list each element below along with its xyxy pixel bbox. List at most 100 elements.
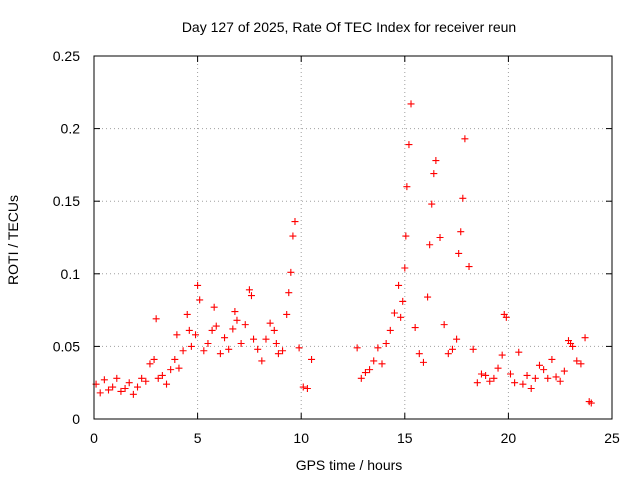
- data-point: [204, 339, 212, 347]
- data-point: [523, 371, 531, 379]
- x-tick-label: 0: [90, 430, 98, 446]
- data-point: [560, 367, 568, 375]
- data-point: [117, 387, 125, 395]
- data-point: [194, 281, 202, 289]
- data-point: [382, 339, 390, 347]
- data-point: [502, 313, 510, 321]
- data-point: [129, 390, 137, 398]
- data-point: [455, 249, 463, 257]
- data-point: [250, 335, 258, 343]
- data-point: [134, 383, 142, 391]
- data-point: [432, 157, 440, 165]
- data-point: [353, 344, 361, 352]
- data-point: [436, 234, 444, 241]
- data-point: [498, 351, 506, 359]
- data-point: [247, 292, 255, 300]
- data-point: [96, 389, 104, 397]
- y-tick-label: 0.15: [53, 193, 80, 209]
- data-point: [225, 345, 233, 353]
- data-point: [274, 350, 282, 358]
- data-point: [448, 345, 456, 353]
- data-point: [100, 376, 108, 384]
- data-point: [515, 348, 523, 356]
- data-point: [121, 385, 129, 393]
- data-point: [266, 319, 274, 327]
- data-point: [192, 331, 200, 339]
- data-point: [171, 355, 179, 363]
- data-point: [109, 383, 117, 391]
- data-point: [403, 183, 411, 191]
- data-point: [138, 374, 146, 382]
- data-point: [237, 339, 245, 347]
- data-point: [577, 360, 585, 368]
- data-point: [405, 141, 413, 149]
- data-point: [535, 361, 543, 369]
- x-tick-label: 25: [604, 430, 620, 446]
- axis-ticks: 0 5 10 15 20 25 0 0.05 0.1 0.15 0.2 0.25: [53, 48, 620, 446]
- data-point: [370, 357, 378, 365]
- data-point: [552, 373, 560, 381]
- y-axis-label: ROTI / TECUs: [5, 195, 21, 285]
- data-point: [390, 309, 398, 317]
- data-point: [459, 194, 467, 202]
- data-point: [399, 297, 407, 305]
- data-point: [473, 379, 481, 387]
- y-tick-label: 0.05: [53, 338, 80, 354]
- data-point: [424, 293, 432, 301]
- data-point: [308, 355, 316, 363]
- data-point: [587, 399, 595, 407]
- data-point: [185, 326, 193, 334]
- data-point: [407, 100, 415, 108]
- data-point: [105, 386, 113, 394]
- data-point: [511, 379, 519, 387]
- data-point: [519, 380, 527, 388]
- data-point: [581, 334, 589, 342]
- y-tick-label: 0.1: [61, 266, 81, 282]
- x-tick-label: 5: [194, 430, 202, 446]
- data-point: [486, 377, 494, 385]
- data-point: [430, 170, 438, 178]
- chart-title: Day 127 of 2025, Rate Of TEC Index for r…: [182, 19, 516, 35]
- data-point: [461, 135, 469, 143]
- data-point: [457, 228, 465, 236]
- data-point: [569, 342, 577, 350]
- plot-frame: [93, 55, 613, 420]
- data-point: [428, 200, 436, 208]
- data-point: [482, 371, 490, 379]
- data-point: [279, 347, 287, 355]
- y-tick-label: 0.2: [61, 121, 81, 137]
- y-tick-label: 0.25: [53, 48, 80, 64]
- data-point: [419, 358, 427, 366]
- data-point: [544, 374, 552, 382]
- data-point: [366, 366, 374, 374]
- x-axis-label: GPS time / hours: [296, 457, 403, 473]
- data-point: [158, 371, 166, 379]
- data-point: [258, 357, 266, 365]
- data-point: [453, 335, 461, 343]
- x-tick-label: 15: [397, 430, 413, 446]
- data-point: [163, 380, 171, 388]
- data-point: [285, 289, 293, 297]
- data-point: [361, 369, 369, 377]
- data-point: [378, 360, 386, 368]
- data-point: [411, 324, 419, 332]
- data-point: [272, 339, 280, 347]
- data-point: [440, 321, 448, 329]
- data-point: [573, 357, 581, 365]
- data-point: [152, 315, 160, 323]
- data-point: [212, 322, 220, 330]
- data-point: [113, 374, 121, 382]
- data-point: [187, 342, 195, 350]
- data-point: [283, 310, 291, 318]
- data-point: [490, 374, 498, 382]
- data-point: [291, 218, 299, 226]
- grid-lines: [94, 56, 612, 419]
- data-point: [426, 241, 434, 249]
- data-point: [146, 360, 154, 368]
- data-point: [401, 264, 409, 272]
- data-point: [216, 350, 224, 358]
- data-point: [262, 335, 270, 343]
- data-point: [469, 345, 477, 353]
- data-points: [92, 100, 595, 407]
